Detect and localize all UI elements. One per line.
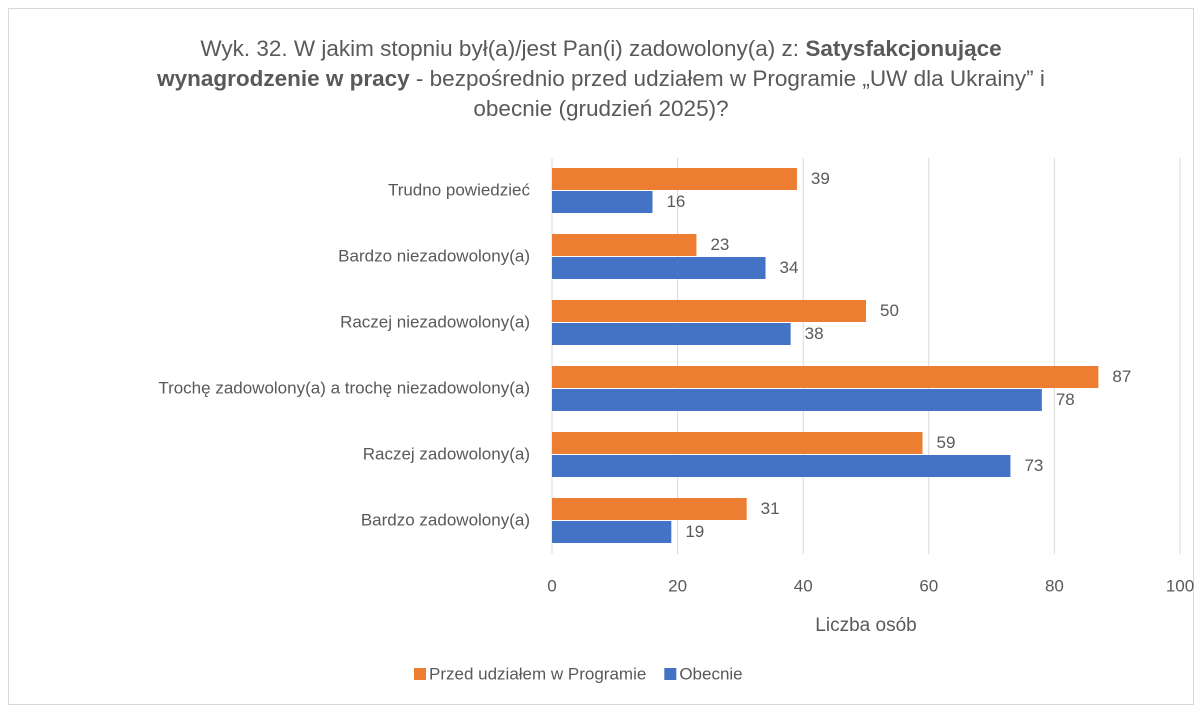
y-tick-label: Bardzo niezadowolony(a) <box>338 246 530 265</box>
bar <box>552 323 791 345</box>
title-part: Wyk. 32. W jakim stopniu był(a)/jest Pan… <box>200 36 806 61</box>
data-label: 31 <box>761 499 780 518</box>
bar <box>552 389 1042 411</box>
x-tick-label: 0 <box>547 576 556 595</box>
x-tick-label: 20 <box>668 576 687 595</box>
title-part: Satysfakcjonujące wynagrodzenie w pracy <box>157 36 1002 91</box>
y-tick-label: Raczej niezadowolony(a) <box>340 312 530 331</box>
y-tick-label: Bardzo zadowolony(a) <box>361 510 530 529</box>
bar <box>552 168 797 190</box>
data-label: 59 <box>937 433 956 452</box>
x-tick-label: 100 <box>1166 576 1194 595</box>
data-label: 34 <box>780 258 799 277</box>
x-tick-label: 60 <box>919 576 938 595</box>
y-tick-label: Raczej zadowolony(a) <box>363 444 530 463</box>
bar <box>552 257 766 279</box>
data-label: 87 <box>1112 367 1131 386</box>
bar <box>552 234 697 256</box>
x-axis-label: Liczba osób <box>815 615 916 636</box>
data-label: 78 <box>1056 390 1075 409</box>
bar <box>552 191 653 213</box>
x-tick-label: 80 <box>1045 576 1064 595</box>
legend-label: Obecnie <box>679 664 742 683</box>
title-part: - bezpośrednio przed udziałem w Programi… <box>409 66 1045 121</box>
data-label: 38 <box>805 324 824 343</box>
bar <box>552 498 747 520</box>
x-tick-label: 40 <box>794 576 813 595</box>
data-label: 23 <box>710 235 729 254</box>
legend-label: Przed udziałem w Programie <box>429 664 646 683</box>
legend-swatch <box>414 668 426 680</box>
data-label: 50 <box>880 301 899 320</box>
data-label: 73 <box>1024 456 1043 475</box>
data-label: 39 <box>811 169 830 188</box>
data-label: 19 <box>685 522 704 541</box>
y-tick-label: Trudno powiedzieć <box>388 180 531 199</box>
y-tick-label: Trochę zadowolony(a) a trochę niezadowol… <box>158 378 530 397</box>
bar <box>552 300 866 322</box>
bar <box>552 366 1099 388</box>
bar <box>552 455 1011 477</box>
bar <box>552 432 923 454</box>
legend-swatch <box>664 668 677 680</box>
bar <box>552 521 672 543</box>
chart-border <box>8 8 1194 705</box>
data-label: 16 <box>666 192 685 211</box>
chart-title: Wyk. 32. W jakim stopniu był(a)/jest Pan… <box>130 34 1072 124</box>
